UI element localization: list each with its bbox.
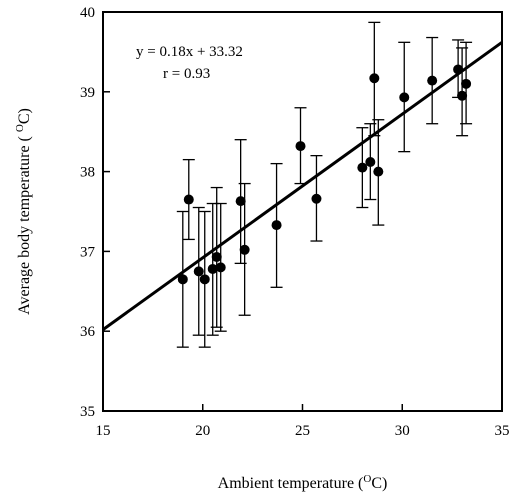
- data-point: [211, 251, 222, 262]
- y-axis-title-main: Average body temperature (: [16, 132, 33, 315]
- data-point: [357, 162, 368, 173]
- y-tick-label: 37: [80, 244, 96, 260]
- data-point: [183, 194, 194, 205]
- x-axis-title-main: Ambient temperature (: [218, 475, 364, 492]
- y-tick-label: 36: [80, 324, 96, 340]
- data-point: [311, 193, 322, 204]
- y-axis-title-sup: O: [14, 124, 26, 132]
- regression-line: [102, 41, 503, 331]
- x-tick-label: 15: [96, 423, 111, 439]
- data-point: [457, 90, 468, 101]
- y-axis-title: Average body temperature ( OC): [14, 108, 33, 315]
- data-point: [427, 75, 438, 86]
- data-point: [239, 244, 250, 255]
- data-point: [373, 166, 384, 177]
- data-point: [295, 141, 306, 152]
- data-point: [177, 274, 188, 285]
- x-tick-label: 25: [295, 423, 310, 439]
- x-axis-title-end: C): [371, 475, 387, 492]
- data-point: [199, 274, 210, 285]
- data-point: [235, 196, 246, 207]
- data-point: [369, 73, 380, 84]
- data-point: [399, 92, 410, 103]
- x-axis-title-sup: O: [363, 473, 371, 485]
- data-point: [193, 266, 204, 277]
- data-point: [215, 262, 226, 273]
- data-point: [461, 78, 472, 89]
- correlation-coefficient: r = 0.93: [163, 66, 210, 82]
- data-point: [365, 157, 376, 168]
- data-point: [207, 263, 218, 274]
- data-point: [271, 220, 282, 231]
- x-axis-title: Ambient temperature (OC): [218, 473, 388, 492]
- y-tick-label: 35: [80, 404, 95, 420]
- regression-equation: y = 0.18x + 33.32: [136, 44, 243, 60]
- y-axis-title-end: C): [16, 108, 33, 124]
- y-tick-label: 40: [80, 5, 95, 21]
- x-tick-label: 35: [495, 423, 510, 439]
- data-point: [453, 64, 464, 75]
- y-tick-label: 38: [80, 165, 95, 181]
- plot-area: 15 20 25 30 35 35 36 37 38 39 40: [80, 5, 510, 439]
- x-tick-label: 30: [395, 423, 410, 439]
- y-tick-label: 39: [80, 85, 95, 101]
- x-tick-label: 20: [195, 423, 210, 439]
